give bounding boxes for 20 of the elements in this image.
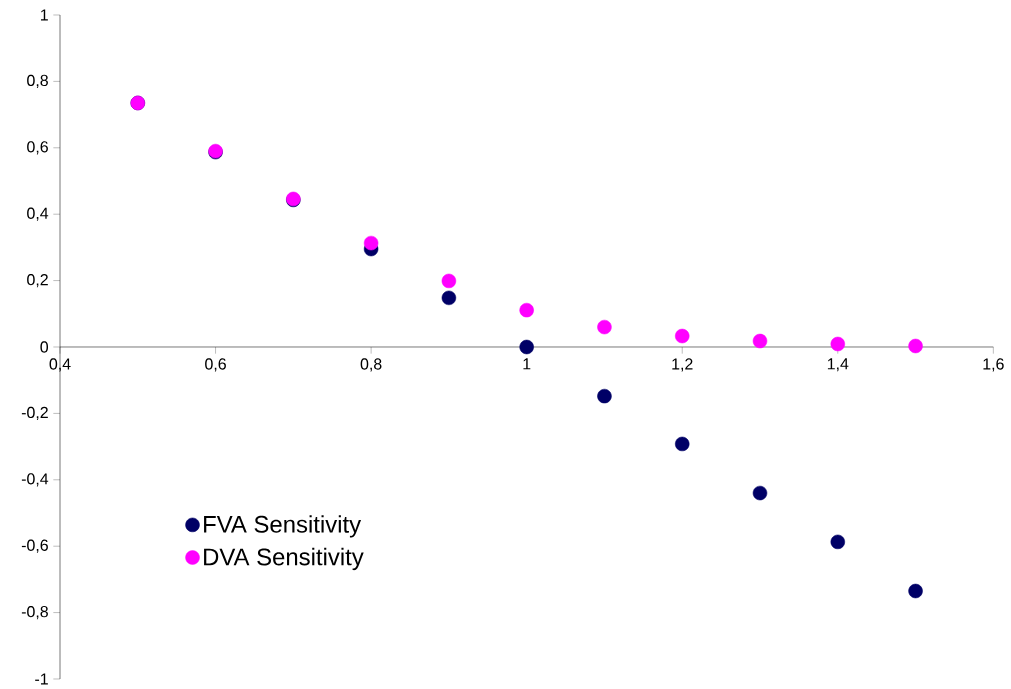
x-tick-label: 1,6: [983, 358, 1004, 372]
x-tick-label: 1: [523, 358, 531, 370]
y-tick-label: 0: [40, 341, 49, 353]
y-tick-label: -0,4: [21, 473, 49, 487]
y-tick-label: -1: [35, 673, 48, 685]
y-tick-label: 0,4: [27, 207, 49, 221]
x-tick-label: 0,6: [205, 358, 226, 372]
x-tick-label: 1,4: [827, 358, 849, 372]
y-tick-label: 1: [40, 9, 48, 21]
y-tick-label: 0,2: [27, 274, 48, 288]
legend-label: DVA Sensitivity: [204, 547, 364, 571]
legend-label: FVA Sensitivity: [204, 515, 362, 538]
y-tick-label: 0,8: [27, 74, 48, 89]
y-tick-label: -0,6: [21, 539, 48, 553]
y-tick-label: -0,8: [21, 606, 48, 620]
y-tick-label: 0,6: [27, 141, 48, 155]
x-tick-label: 0,4: [49, 358, 71, 372]
x-tick-label: 0,8: [360, 358, 382, 372]
y-tick-label: -0,2: [21, 406, 48, 421]
x-tick-label: 1,2: [672, 358, 693, 372]
